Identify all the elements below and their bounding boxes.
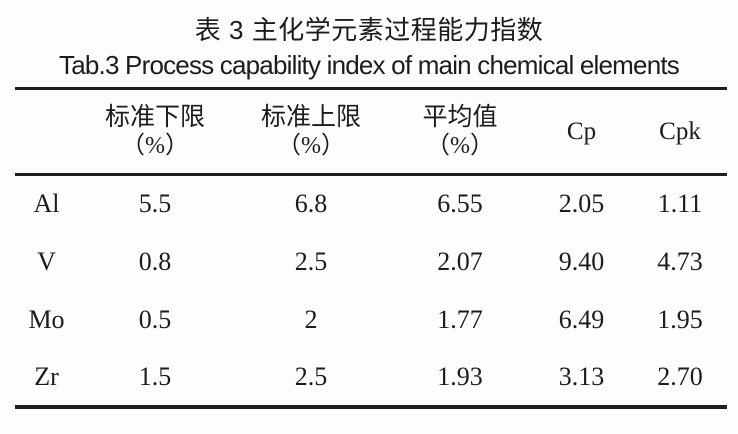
cell-element: Al: [33, 189, 60, 219]
cell-cp: 2.05: [558, 189, 605, 219]
header-label: 标准下限: [104, 103, 205, 131]
caption-english: Tab.3 Process capability index of main c…: [59, 50, 680, 80]
header-label: 平均值: [422, 103, 498, 131]
cell-lower-limit: 0.8: [138, 246, 172, 276]
cell-element: Zr: [34, 361, 59, 391]
header-label: Cp: [566, 117, 597, 145]
cell-element: V: [37, 246, 56, 276]
cell-upper-limit: 2.5: [294, 246, 328, 276]
header-unit: （%）: [121, 132, 189, 159]
cell-element: Mo: [28, 304, 65, 334]
table-caption: 表 3 主化学元素过程能力指数 Tab.3 Process capability…: [0, 0, 738, 83]
cell-cpk: 1.95: [657, 304, 703, 334]
cell-cpk: 1.11: [657, 189, 703, 219]
table-row-al: Al 5.5 6.8 6.55 2.05 1.11: [15, 175, 727, 233]
cell-cp: 3.13: [558, 361, 605, 391]
cell-mean: 2.07: [437, 246, 483, 276]
table-row-v: V 0.8 2.5 2.07 9.40 4.73: [15, 233, 727, 291]
cell-upper-limit: 2: [304, 304, 318, 334]
table-row-zr: Zr 1.5 2.5 1.93 3.13 2.70: [15, 349, 727, 407]
cell-mean: 1.93: [437, 361, 483, 391]
cell-cpk: 4.73: [657, 246, 703, 276]
cell-mean: 1.77: [437, 304, 483, 334]
cell-upper-limit: 2.5: [294, 361, 328, 391]
header-mean: 平均值 （%）: [390, 89, 530, 175]
cell-upper-limit: 6.8: [294, 189, 328, 219]
header-element: [15, 89, 78, 175]
header-cp: Cp: [530, 89, 633, 175]
header-row: 标准下限 （%） 标准上限 （%） 平均值 （%） Cp Cpk: [15, 89, 727, 175]
cell-cp: 9.40: [558, 246, 605, 276]
header-unit: （%）: [426, 132, 494, 159]
table-row-mo: Mo 0.5 2 1.77 6.49 1.95: [15, 291, 727, 349]
header-lower-limit: 标准下限 （%）: [78, 89, 232, 175]
header-label: Cpk: [659, 117, 701, 145]
header-unit: （%）: [277, 132, 345, 159]
cell-lower-limit: 5.5: [138, 189, 172, 219]
cell-cp: 6.49: [558, 304, 605, 334]
cell-cpk: 2.70: [657, 361, 703, 391]
process-capability-table: 标准下限 （%） 标准上限 （%） 平均值 （%） Cp Cpk Al: [15, 87, 727, 409]
cell-lower-limit: 0.5: [138, 304, 172, 334]
cell-lower-limit: 1.5: [138, 361, 172, 391]
cell-mean: 6.55: [437, 189, 483, 219]
header-cpk: Cpk: [633, 89, 727, 175]
header-label: 标准上限: [260, 103, 361, 131]
header-upper-limit: 标准上限 （%）: [232, 89, 390, 175]
caption-chinese: 表 3 主化学元素过程能力指数: [194, 15, 544, 45]
